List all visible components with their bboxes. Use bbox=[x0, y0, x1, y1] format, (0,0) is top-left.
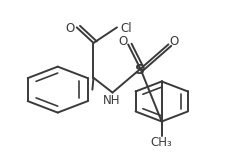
Text: CH₃: CH₃ bbox=[151, 136, 173, 149]
Text: O: O bbox=[169, 35, 179, 48]
Text: Cl: Cl bbox=[120, 22, 132, 35]
Text: O: O bbox=[118, 35, 127, 48]
Text: S: S bbox=[135, 63, 145, 77]
Text: O: O bbox=[65, 22, 75, 35]
Text: NH: NH bbox=[103, 94, 120, 107]
